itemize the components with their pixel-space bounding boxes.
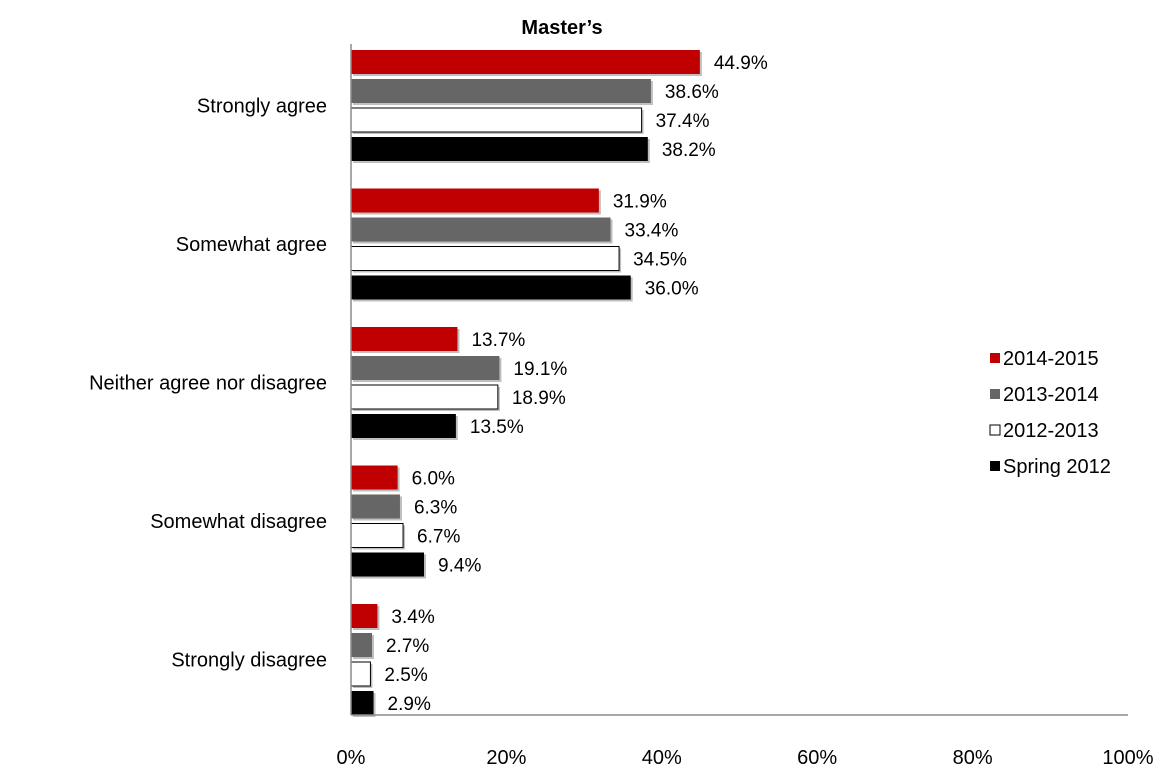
data-label: 33.4%	[625, 221, 679, 242]
data-label: 2.5%	[384, 665, 427, 686]
data-label: 19.1%	[513, 359, 567, 380]
legend-label: 2013-2014	[1003, 384, 1099, 406]
data-label: 3.4%	[391, 607, 434, 628]
category-labels: Strongly agree Somewhat agree Neither agre…	[89, 96, 327, 672]
x-tick-label: 80%	[953, 747, 993, 769]
x-tick-labels: 0% 20% 40% 60% 80% 100%	[337, 747, 1154, 769]
bar-spring-2012-strongly-disagree	[351, 691, 374, 715]
data-label: 6.3%	[414, 498, 457, 519]
x-tick-label: 20%	[486, 747, 526, 769]
legend-swatch	[989, 424, 1001, 436]
bar-spring-2012-neither-agree-nor-disagree	[351, 414, 456, 438]
axes	[350, 44, 1128, 716]
bar-2013-2014-neither-agree-nor-disagree	[351, 356, 500, 380]
data-label: 34.5%	[633, 250, 687, 271]
bar-2013-2014-somewhat-agree	[351, 217, 611, 242]
data-label: 6.0%	[412, 469, 455, 490]
bar-2012-2013-strongly-disagree	[350, 661, 371, 687]
x-tick-label: 100%	[1102, 747, 1153, 769]
bar-2012-2013-somewhat-disagree	[350, 523, 404, 548]
bar-2014-2015-somewhat-disagree	[351, 465, 398, 490]
bar-spring-2012-strongly-agree	[351, 137, 648, 161]
legend: 2014-2015 2013-2014 2012-2013 Spring 2012	[989, 348, 1111, 478]
legend-swatch	[990, 461, 1000, 471]
category-label: Strongly disagree	[171, 650, 327, 672]
bar-2013-2014-somewhat-disagree	[351, 494, 400, 519]
data-label: 2.7%	[386, 636, 429, 657]
bar-2014-2015-neither-agree-nor-disagree	[351, 327, 458, 351]
x-tick-label: 0%	[337, 747, 366, 769]
bar-spring-2012-somewhat-agree	[351, 275, 631, 300]
bar-2012-2013-somewhat-agree	[350, 246, 620, 271]
data-label: 38.2%	[662, 140, 716, 161]
data-label: 38.6%	[665, 82, 719, 103]
category-label: Neither agree nor disagree	[89, 373, 327, 395]
legend-label: Spring 2012	[1003, 456, 1111, 478]
legend-label: 2014-2015	[1003, 348, 1099, 370]
x-tick-label: 60%	[797, 747, 837, 769]
bar-2012-2013-strongly-agree	[350, 107, 643, 133]
legend-swatch	[990, 353, 1000, 363]
bar-2014-2015-somewhat-agree	[351, 188, 599, 213]
data-label: 2.9%	[388, 694, 431, 715]
x-tick-label: 40%	[642, 747, 682, 769]
data-label: 6.7%	[417, 527, 460, 548]
bar-2014-2015-strongly-disagree	[351, 604, 378, 628]
category-label: Strongly agree	[197, 96, 327, 118]
bar-2012-2013-neither-agree-nor-disagree	[350, 384, 499, 410]
bars-group: 44.9% 38.6% 37.4% 38.2% 31.9% 33.4% 34.5% 36.0%…	[350, 50, 768, 717]
category-label: Somewhat agree	[176, 234, 327, 256]
bar-2013-2014-strongly-disagree	[351, 633, 372, 657]
data-label: 31.9%	[613, 192, 667, 213]
data-label: 37.4%	[656, 111, 710, 132]
legend-label: 2012-2013	[1003, 420, 1099, 442]
data-label: 36.0%	[645, 279, 699, 300]
data-label: 13.7%	[471, 330, 525, 351]
data-label: 13.5%	[470, 417, 524, 438]
bar-spring-2012-somewhat-disagree	[351, 552, 425, 577]
legend-swatch	[990, 389, 1000, 399]
data-label: 9.4%	[438, 556, 481, 577]
chart-title: Master’s	[521, 17, 602, 39]
bar-2013-2014-strongly-agree	[351, 79, 651, 103]
category-label: Somewhat disagree	[150, 511, 327, 533]
bar-2014-2015-strongly-agree	[351, 50, 700, 74]
data-label: 18.9%	[512, 388, 566, 409]
data-label: 44.9%	[714, 53, 768, 74]
